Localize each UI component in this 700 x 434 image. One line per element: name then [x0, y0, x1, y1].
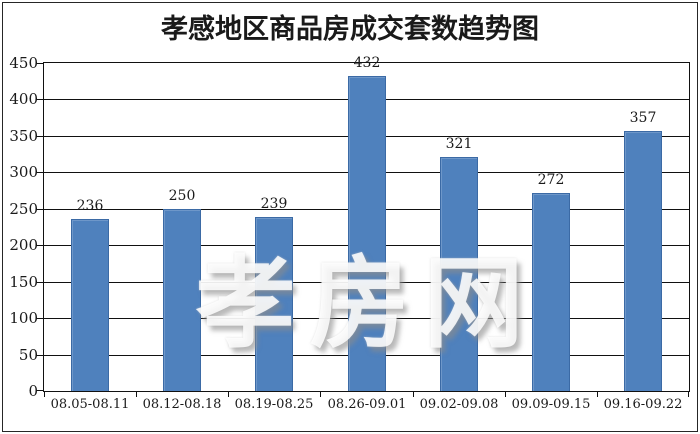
y-axis-tick-label: 50: [18, 346, 38, 364]
bar-value-label: 357: [629, 110, 657, 126]
bar-value-label: 321: [445, 136, 473, 152]
y-axis-tick: [36, 99, 44, 100]
y-axis-tick: [36, 355, 44, 356]
bar: [71, 219, 109, 391]
bar: [532, 193, 570, 391]
bar: [255, 217, 293, 391]
y-axis-tick: [36, 63, 44, 64]
y-axis-tick: [36, 172, 44, 173]
bar-value-label: 272: [537, 172, 565, 188]
chart-title: 孝感地区商品房成交套数趋势图: [161, 14, 539, 45]
bar-value-label: 236: [76, 198, 104, 214]
x-axis-tick: [688, 391, 689, 397]
y-axis-tick-label: 150: [9, 273, 38, 291]
x-axis-tick: [505, 391, 506, 397]
x-axis-tick: [228, 391, 229, 397]
bar: [348, 76, 386, 391]
y-axis-tick: [36, 318, 44, 319]
y-axis-tick: [36, 390, 44, 391]
x-axis-tick-label: 08.05-08.11: [50, 397, 130, 412]
x-axis-tick-label: 08.26-09.01: [327, 397, 407, 412]
x-axis-tick: [597, 391, 598, 397]
x-axis-tick-label: 09.09-09.15: [511, 397, 591, 412]
y-axis-tick-label: 100: [9, 309, 38, 327]
bar: [440, 157, 478, 391]
x-axis-tick: [413, 391, 414, 397]
bar-value-label: 432: [353, 55, 381, 71]
plot-area: 236 250 239 432 321 272 357 0 50 100 150 200 250 300…: [9, 54, 690, 412]
x-axis-tick-label: 08.19-08.25: [234, 397, 314, 412]
y-axis-tick: [36, 136, 44, 137]
y-axis-tick-label: 300: [9, 163, 38, 181]
x-axis-tick: [136, 391, 137, 397]
y-axis-tick-label: 450: [9, 54, 38, 72]
bar: [163, 209, 201, 391]
x-axis-tick-label: 08.12-08.18: [142, 397, 222, 412]
y-axis-tick-label: 250: [9, 200, 38, 218]
y-axis-tick-label: 0: [28, 382, 38, 400]
bar-value-label: 239: [260, 196, 288, 212]
x-axis-tick: [44, 391, 45, 397]
y-axis-tick: [36, 245, 44, 246]
bar-value-label: 250: [168, 188, 196, 204]
y-axis-tick-label: 350: [9, 127, 38, 145]
x-axis-tick-label: 09.02-09.08: [419, 397, 499, 412]
y-axis-tick: [36, 209, 44, 210]
y-axis-tick-label: 200: [9, 236, 38, 254]
x-axis-tick-label: 09.16-09.22: [603, 397, 683, 412]
y-axis-tick: [36, 282, 44, 283]
x-axis-tick: [320, 391, 321, 397]
bar: [624, 131, 662, 391]
y-axis-tick-label: 400: [9, 90, 38, 108]
